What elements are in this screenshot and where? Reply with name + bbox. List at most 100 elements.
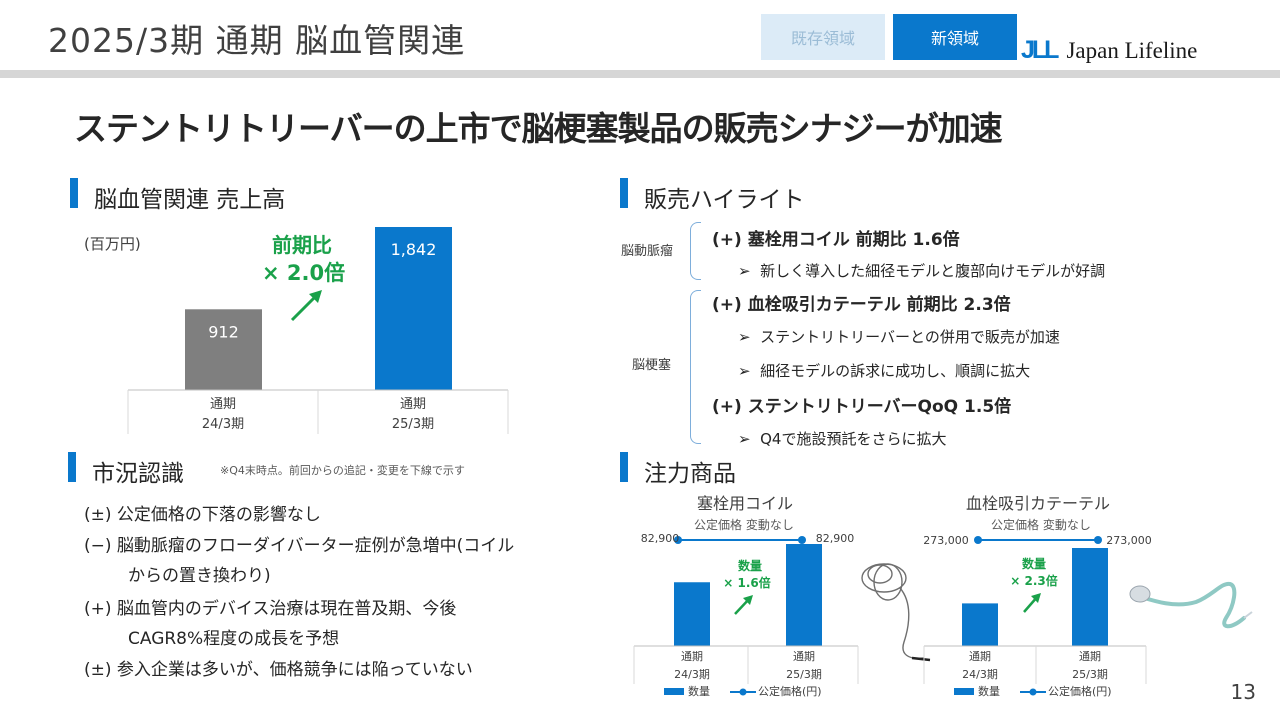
- market-text-cont: からの置き換わり): [128, 566, 271, 586]
- logo-mark: JLL: [1021, 36, 1059, 64]
- category-label: 25/3期: [1072, 668, 1108, 681]
- catheter-chart-title: 血栓吸引カテーテル: [966, 494, 1111, 513]
- growth-arrow-head: [743, 595, 753, 605]
- market-sign: (+): [84, 599, 112, 619]
- qty-bar-24-3: [674, 582, 710, 646]
- page-number: 13: [1230, 680, 1256, 704]
- legend-price-point: [1029, 688, 1037, 696]
- qty-growth-label: 数量: [738, 558, 762, 573]
- catheter-chart: 273,000 273,000 数量 × 2.3倍 通期 24/3期 通期 25…: [923, 534, 1152, 698]
- category-label: 通期: [969, 650, 991, 663]
- bullet-icon: ➢: [738, 328, 751, 346]
- header-divider: [0, 70, 1280, 78]
- highlight-heading: (+) ステントリトリーバーQoQ 1.5倍: [712, 397, 1012, 417]
- tab-new-area[interactable]: 新領域: [893, 14, 1017, 60]
- growth-arrow-head: [309, 290, 322, 303]
- section-marker: [620, 178, 628, 208]
- bracket: [690, 222, 701, 280]
- highlight-bullet: ➢ Q4で施設預託をさらに拡大: [738, 428, 946, 449]
- category-label: 通期: [793, 650, 815, 663]
- legend-qty-label: 数量: [688, 685, 710, 698]
- legend-price-point: [739, 688, 747, 696]
- highlight-heading: (+) 塞栓用コイル 前期比 1.6倍: [712, 230, 960, 250]
- sales-growth-label: 前期比: [272, 233, 332, 257]
- bar-value-24-3: 912: [208, 322, 239, 341]
- legend-qty-label: 数量: [978, 685, 1000, 698]
- category-aneurysm: 脳動脈瘤: [621, 244, 674, 259]
- company-logo: JLL Japan Lifeline: [1021, 36, 1197, 65]
- qty-growth-value: × 1.6倍: [723, 575, 771, 590]
- sales-chart: 912 1,842 通期 24/3期 通期 25/3期: [127, 227, 509, 434]
- bullet-icon: ➢: [738, 430, 751, 448]
- catheter-chart-subtitle: 公定価格 変動なし: [991, 518, 1091, 532]
- section-marker: [70, 178, 78, 208]
- highlight-heading: (+) 血栓吸引カテーテル 前期比 2.3倍: [712, 295, 1011, 315]
- category-label: 通期: [400, 397, 426, 412]
- bullet-icon: ➢: [738, 262, 751, 280]
- market-sign: (−): [84, 536, 112, 556]
- price-point: [674, 536, 682, 544]
- category-label: 24/3期: [962, 668, 998, 681]
- category-label: 24/3期: [202, 417, 244, 432]
- qty-growth-label: 数量: [1022, 556, 1046, 571]
- bullet-text: 細径モデルの訴求に成功し、順調に拡大: [760, 362, 1031, 380]
- market-text: 公定価格の下落の影響なし: [116, 505, 321, 525]
- category-label: 25/3期: [786, 668, 822, 681]
- coil-chart: 82,900 82,900 数量 × 1.6倍 通期 24/3期 通期 25/3…: [633, 532, 859, 698]
- growth-arrow-head: [1031, 593, 1041, 603]
- legend-price-label: 公定価格(円): [758, 684, 822, 698]
- category-label: 通期: [1079, 650, 1101, 663]
- price-label: 82,900: [641, 532, 680, 545]
- qty-bar-25-3: [1072, 548, 1108, 646]
- price-label: 273,000: [1106, 534, 1152, 547]
- market-note: ※Q4末時点。前回からの追記・変更を下線で示す: [220, 464, 465, 477]
- bar-25-3: [375, 227, 452, 390]
- coil-chart-subtitle: 公定価格 変動なし: [694, 518, 794, 532]
- qty-bar-25-3: [786, 544, 822, 646]
- tab-existing-area[interactable]: 既存領域: [761, 14, 885, 60]
- category-label: 通期: [210, 397, 236, 412]
- bar-24-3: [185, 309, 262, 390]
- market-row: (±) 参入企業は多いが、価格競争には陥っていない: [84, 655, 473, 680]
- market-sign: (±): [84, 505, 112, 525]
- price-point: [974, 536, 982, 544]
- highlights-section-title: 販売ハイライト: [644, 187, 805, 213]
- bracket: [690, 290, 701, 444]
- logo-text: Japan Lifeline: [1066, 37, 1198, 63]
- category-label: 24/3期: [674, 668, 710, 681]
- bar-value-25-3: 1,842: [391, 240, 437, 259]
- qty-bar-24-3: [962, 603, 998, 646]
- market-row: (+) 脳血管内のデバイス治療は現在普及期、今後: [84, 594, 456, 619]
- market-sign: (±): [84, 660, 112, 680]
- section-marker: [68, 452, 76, 482]
- section-marker: [620, 452, 628, 482]
- market-row: (±) 公定価格の下落の影響なし: [84, 500, 321, 525]
- market-section-title: 市況認識: [92, 461, 184, 487]
- category-infarction: 脳梗塞: [632, 358, 672, 373]
- page-title: 2025/3期 通期 脳血管関連: [48, 21, 466, 60]
- sales-section-title: 脳血管関連 売上高: [94, 187, 286, 213]
- sales-unit-label: (百万円): [84, 235, 141, 253]
- highlight-bullet: ➢ 新しく導入した細径モデルと腹部向けモデルが好調: [738, 260, 1105, 281]
- qty-growth-value: × 2.3倍: [1010, 573, 1058, 588]
- focus-section-title: 注力商品: [644, 461, 736, 487]
- market-text: 脳動脈瘤のフローダイバーター症例が急増中(コイル: [116, 536, 515, 556]
- headline: ステントリトリーバーの上市で脳梗塞製品の販売シナジーが加速: [74, 109, 1003, 148]
- sales-growth-value: × 2.0倍: [262, 261, 346, 285]
- bullet-text: Q4で施設預託をさらに拡大: [760, 430, 947, 448]
- bullet-text: ステントリトリーバーとの併用で販売が加速: [760, 328, 1060, 346]
- market-row: (−) 脳動脈瘤のフローダイバーター症例が急増中(コイル: [84, 531, 514, 556]
- legend-qty-swatch: [954, 688, 974, 695]
- price-label: 82,900: [816, 532, 855, 545]
- market-text: 脳血管内のデバイス治療は現在普及期、今後: [116, 599, 457, 619]
- price-point: [798, 536, 806, 544]
- bullet-text: 新しく導入した細径モデルと腹部向けモデルが好調: [760, 262, 1106, 280]
- highlight-bullet: ➢ 細径モデルの訴求に成功し、順調に拡大: [738, 360, 1030, 381]
- legend-qty-swatch: [664, 688, 684, 695]
- price-label: 273,000: [923, 534, 969, 547]
- catheter-product-image: [1129, 581, 1253, 629]
- category-label: 通期: [681, 650, 703, 663]
- coil-product-image: [861, 563, 931, 662]
- market-text: 参入企業は多いが、価格競争には陥っていない: [116, 660, 473, 680]
- highlight-bullet: ➢ ステントリトリーバーとの併用で販売が加速: [738, 326, 1060, 347]
